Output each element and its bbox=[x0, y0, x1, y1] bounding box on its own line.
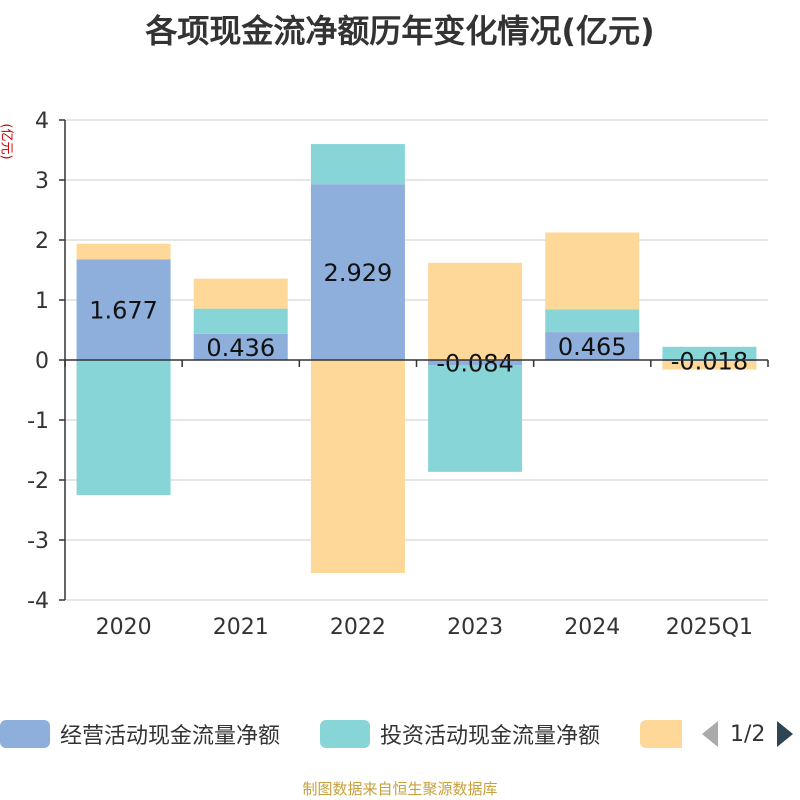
source-note: 制图数据来自恒生聚源数据库 bbox=[302, 780, 498, 798]
legend-label-operating: 经营活动现金流量净额 bbox=[60, 724, 281, 749]
legend-item-investing[interactable]: 投资活动现金流量净额 bbox=[320, 716, 600, 752]
legend-item-operating[interactable]: 经营活动现金流量净额 bbox=[0, 716, 280, 752]
bar-series2-2025Q1 bbox=[662, 346, 757, 360]
y-tick-label: 3 bbox=[35, 169, 49, 194]
bar-series3-2020 bbox=[76, 243, 171, 260]
x-tick-label: 2021 bbox=[213, 615, 269, 640]
data-label: 0.465 bbox=[558, 333, 627, 361]
pager-next-icon[interactable] bbox=[777, 721, 794, 747]
bar-series2-2021 bbox=[193, 308, 288, 334]
bar-series1-2023 bbox=[428, 360, 523, 366]
bar-series3-2025Q1 bbox=[662, 361, 757, 370]
pager-prev-icon[interactable] bbox=[702, 721, 718, 747]
data-label: -0.018 bbox=[671, 348, 748, 376]
bar-series1-2021 bbox=[193, 333, 288, 360]
legend-item-financing[interactable] bbox=[640, 716, 682, 752]
y-tick-label: -2 bbox=[27, 469, 49, 494]
y-tick-label: -1 bbox=[27, 409, 49, 434]
bar-series3-2021 bbox=[193, 278, 288, 309]
x-tick-label: 2022 bbox=[330, 615, 386, 640]
y-tick-label: 0 bbox=[35, 349, 49, 374]
legend-label-investing: 投资活动现金流量净额 bbox=[380, 724, 601, 749]
data-label: 1.677 bbox=[89, 297, 158, 325]
bar-series1-2020 bbox=[76, 259, 171, 360]
y-tick-label: -4 bbox=[27, 589, 49, 614]
legend: 经营活动现金流量净额 投资活动现金流量净额 1/2 bbox=[0, 716, 800, 752]
x-tick-label: 2025Q1 bbox=[666, 615, 753, 640]
x-tick-label: 2024 bbox=[564, 615, 620, 640]
bar-series2-2020 bbox=[76, 360, 171, 495]
x-tick-label: 2020 bbox=[96, 615, 152, 640]
legend-swatch-investing bbox=[320, 720, 370, 748]
y-tick-label: 1 bbox=[35, 289, 49, 314]
y-tick-label: -3 bbox=[27, 529, 49, 554]
data-label: 0.436 bbox=[206, 334, 275, 362]
y-tick-label: 2 bbox=[35, 229, 49, 254]
data-label: -0.084 bbox=[436, 350, 513, 378]
x-tick-label: 2023 bbox=[447, 615, 503, 640]
legend-swatch-financing bbox=[640, 720, 682, 748]
bar-series3-2022 bbox=[310, 360, 405, 573]
bar-series1-2022 bbox=[310, 184, 405, 360]
chart-title: 各项现金流净额历年变化情况(亿元) bbox=[145, 12, 655, 50]
data-label: 2.929 bbox=[324, 259, 393, 287]
pager-text: 1/2 bbox=[730, 721, 766, 747]
bar-series1-2024 bbox=[545, 332, 640, 360]
y-tick-label: 4 bbox=[35, 109, 49, 134]
legend-swatch-operating bbox=[0, 720, 50, 748]
bar-series3-2023 bbox=[428, 262, 523, 360]
bar-series2-2024 bbox=[545, 309, 640, 333]
legend-pager: 1/2 bbox=[702, 716, 794, 752]
bar-series3-2024 bbox=[545, 232, 640, 310]
bar-series2-2022 bbox=[310, 144, 405, 185]
bar-series2-2023 bbox=[428, 365, 523, 472]
